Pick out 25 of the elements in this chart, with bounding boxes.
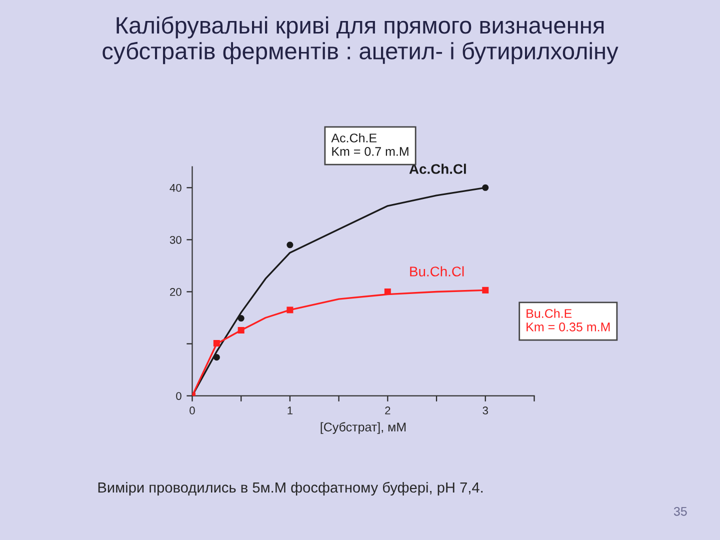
y-tick-label: 30 [170,236,182,244]
annotation: Bu.Ch.E Km = 0.35 m.M [526,308,610,332]
point [286,306,294,314]
chart-title: Калібрувальні криві для прямого визначення субстратів ферментів : ацетил- і бутирилхоліну [102,16,618,64]
point [286,242,294,248]
x-axis-title: [Субстрат], мМ [320,422,406,434]
y-tick-label: 20 [170,288,182,296]
text: 35 [674,506,687,516]
point [213,354,220,361]
y-tick-label: 0 [176,392,182,400]
series-label: Ac.Ch.Cl [409,164,466,174]
series-label: Bu.Ch.Cl [410,266,464,276]
point [384,288,391,296]
point [482,184,489,191]
point [213,340,220,347]
text: Виміри проводились в 5м.М фосфатному буфері, рН 7,4. [98,482,483,496]
x-tick-label: 2 [385,406,390,414]
text: Ac.Ch.E Km = 0.7 m.M [331,133,408,156]
x-tick-label: 3 [482,406,488,414]
x-tick-label: 0 [190,406,195,414]
point [238,326,244,334]
y-tick-label: 40 [170,184,182,192]
point [482,286,489,294]
point [238,315,244,322]
x-tick-label: 1 [288,406,292,414]
